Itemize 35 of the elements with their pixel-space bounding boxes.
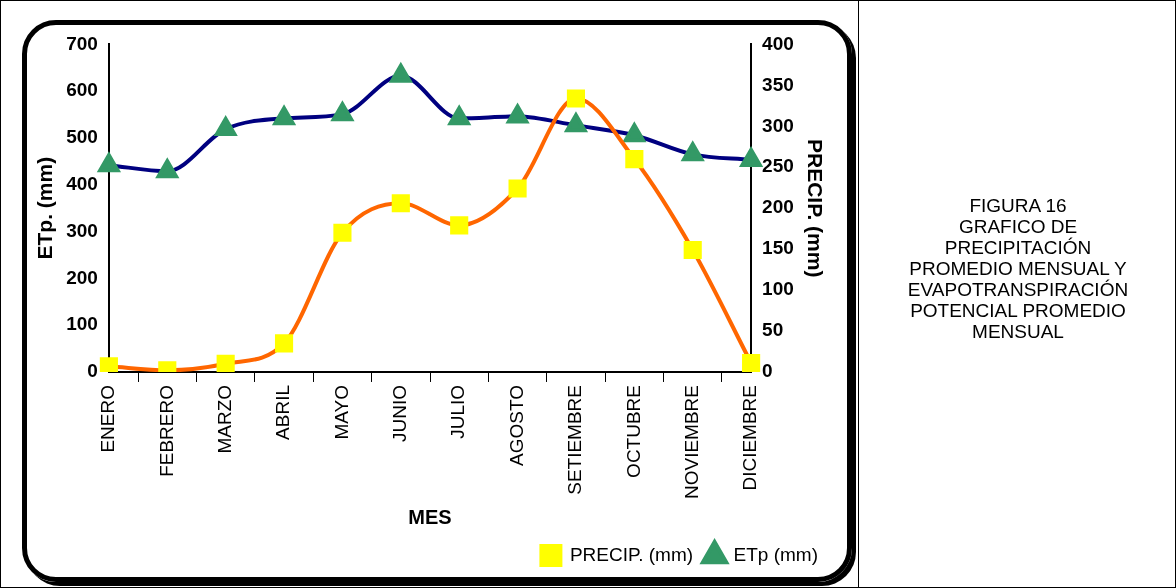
y-axis-title: ETp. (mm) [33,156,57,260]
x-tick-label: ABRIL [272,384,294,440]
x-tick-label: MAYO [330,384,352,440]
y2-tick-label: 0 [762,360,773,382]
x-tick-label: NOVIEMBRE [680,384,702,500]
y2-tick-label: 50 [762,319,784,341]
y2-tick-label: 200 [762,196,794,218]
y-tick-label: 500 [66,126,98,148]
y-tick-label: 700 [66,32,98,54]
x-tick-label: FEBRERO [155,384,177,477]
y2-tick-label: 400 [762,32,794,54]
x-tick-label: DICIEMBRE [739,384,761,491]
y-tick-label: 100 [66,313,98,335]
y-tick-label: 200 [66,266,98,288]
x-tick-label: MARZO [213,384,235,454]
y-tick-label: 300 [66,219,98,241]
y2-tick-label: 250 [762,155,794,177]
x-tick-label: JUNIO [389,384,411,442]
y2-tick-label: 100 [762,278,794,300]
x-tick-label: AGOSTO [505,384,527,466]
x-tick-label: JULIO [447,384,469,439]
legend-label: PRECIP. (mm) [569,543,694,565]
x-axis-title: MES [408,505,452,528]
x-tick-label: ENERO [97,384,119,453]
y2-tick-label: 350 [762,73,794,95]
y2-tick-label: 150 [762,237,794,259]
x-tick-label: SETIEMBRE [564,384,586,495]
y-tick-label: 0 [87,360,98,382]
text: FIGURA 16 GRAFICO DE PRECIPITACIÓN PROMEDIO MENSUAL Y EVAPOTRANSPIRACIÓN POTENCIAL PROMEDIO MENSUAL [906,195,1130,342]
y-tick-label: 400 [66,173,98,195]
y-tick-label: 600 [66,79,98,101]
y2-axis-title: PRECIP. (mm) [803,138,827,278]
y2-tick-label: 300 [762,114,794,136]
legend-label: ETp (mm) [733,543,818,565]
x-tick-label: OCTUBRE [622,384,644,478]
